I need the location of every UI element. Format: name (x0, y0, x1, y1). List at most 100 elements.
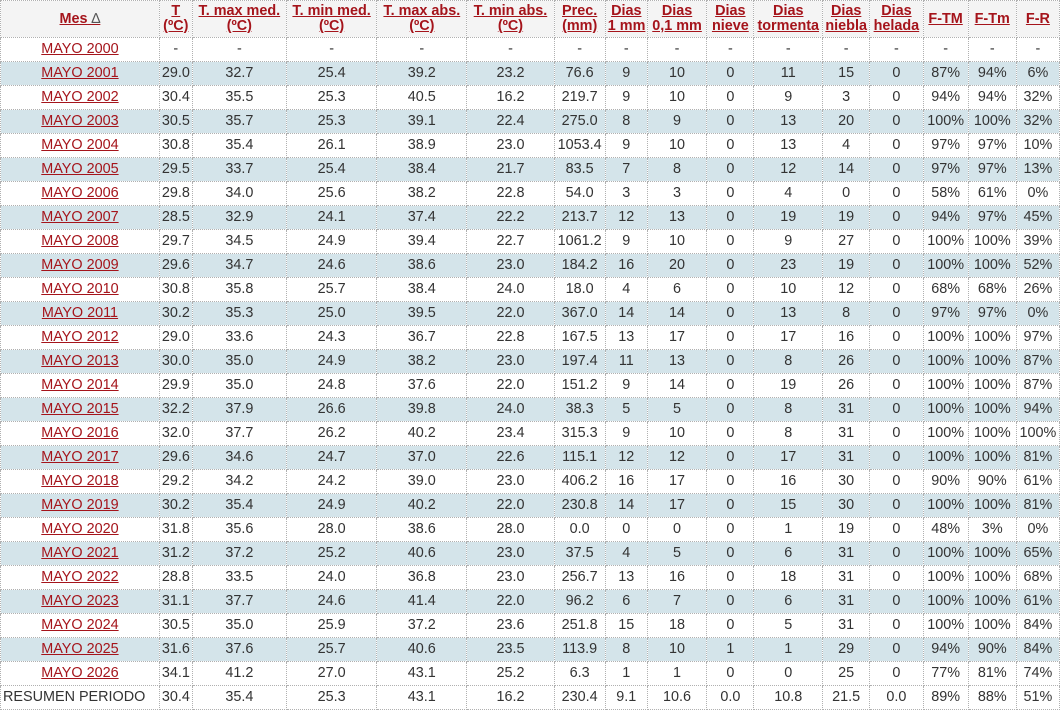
cell-ftm: 100% (922, 445, 969, 470)
cell-prec: 113.9 (553, 637, 606, 662)
month-link[interactable]: MAYO 2007 (41, 209, 119, 225)
cell-tmaxmed: - (191, 37, 288, 62)
cell-fr: 100% (1015, 421, 1061, 446)
month-link[interactable]: MAYO 2013 (41, 353, 119, 369)
cell-ftm: 100% (922, 229, 969, 254)
month-link[interactable]: MAYO 2014 (41, 377, 119, 393)
column-header-dniebla[interactable]: Dias niebla (822, 0, 871, 38)
cell-fr: 94% (1015, 397, 1061, 422)
month-cell: MAYO 2000 (0, 37, 160, 62)
month-link[interactable]: MAYO 2021 (41, 545, 119, 561)
cell-prec: 256.7 (553, 565, 606, 590)
cell-d01mm: 17 (646, 469, 708, 494)
month-link[interactable]: MAYO 2011 (41, 305, 119, 321)
month-link[interactable]: MAYO 2026 (41, 665, 119, 681)
column-header-tminabs[interactable]: T. min abs. (ºC) (466, 0, 555, 38)
summary-dhelada: 0.0 (869, 685, 924, 710)
cell-t: 31.6 (158, 637, 193, 662)
column-header-dnieve[interactable]: Dias nieve (706, 0, 755, 38)
month-link[interactable]: MAYO 2005 (41, 161, 119, 177)
month-link[interactable]: MAYO 2018 (41, 473, 119, 489)
summary-ftm: 89% (922, 685, 969, 710)
cell-dhelada: 0 (869, 61, 924, 86)
cell-dhelada: 0 (869, 85, 924, 110)
column-header-tmaxabs[interactable]: T. max abs. (ºC) (376, 0, 468, 38)
cell-t: 31.8 (158, 517, 193, 542)
cell-tminmed: 24.0 (285, 565, 378, 590)
column-header-prec[interactable]: Prec. (mm) (553, 0, 606, 38)
month-link[interactable]: MAYO 2016 (41, 425, 119, 441)
cell-ftm: 97% (922, 157, 969, 182)
cell-t: 30.2 (158, 493, 193, 518)
cell-ftm: 100% (922, 325, 969, 350)
cell-tmaxmed: 35.7 (191, 109, 288, 134)
column-header-dtormenta[interactable]: Dias tormenta (753, 0, 824, 38)
month-link[interactable]: MAYO 2024 (41, 617, 119, 633)
month-cell: MAYO 2017 (0, 445, 160, 470)
table-row: MAYO 2007 28.5 32.9 24.1 37.4 22.2 213.7 12 13 0 1… (0, 205, 1061, 230)
column-header-d1mm[interactable]: Dias 1 mm (604, 0, 648, 38)
cell-tminmed: 27.0 (285, 661, 378, 686)
month-link[interactable]: MAYO 2010 (41, 281, 119, 297)
cell-prec: 315.3 (553, 421, 606, 446)
month-link[interactable]: MAYO 2003 (41, 113, 119, 129)
cell-dtormenta: 23 (753, 253, 824, 278)
month-link[interactable]: MAYO 2004 (41, 137, 119, 153)
cell-dtormenta: 1 (753, 637, 824, 662)
cell-fr: 45% (1015, 205, 1061, 230)
cell-fr: 6% (1015, 61, 1061, 86)
cell-dnieve: 0 (706, 109, 755, 134)
cell-prec: 184.2 (553, 253, 606, 278)
cell-dhelada: 0 (869, 253, 924, 278)
table-row: MAYO 2016 32.0 37.7 26.2 40.2 23.4 315.3 9 10 0 8 3… (0, 421, 1061, 446)
cell-ftm: - (922, 37, 969, 62)
column-header-d01mm[interactable]: Dias 0,1 mm (646, 0, 708, 38)
month-link[interactable]: MAYO 2012 (41, 329, 119, 345)
column-header-ftm[interactable]: F-TM (922, 0, 969, 38)
month-cell: MAYO 2005 (0, 157, 160, 182)
column-header-dhelada[interactable]: Dias helada (869, 0, 924, 38)
cell-prec: 151.2 (553, 373, 606, 398)
month-link[interactable]: MAYO 2000 (41, 41, 119, 57)
cell-tminmed: 24.1 (285, 205, 378, 230)
cell-dtormenta: 17 (753, 325, 824, 350)
column-header-tmaxmed[interactable]: T. max med. (ºC) (191, 0, 288, 38)
month-link[interactable]: MAYO 2025 (41, 641, 119, 657)
summary-prec: 230.4 (553, 685, 606, 710)
month-link[interactable]: MAYO 2020 (41, 521, 119, 537)
cell-tminabs: 22.0 (466, 493, 555, 518)
column-header-ftm2[interactable]: F-Tm (967, 0, 1017, 38)
cell-tminabs: 22.0 (466, 301, 555, 326)
cell-fr: 84% (1015, 637, 1061, 662)
month-link[interactable]: MAYO 2015 (41, 401, 119, 417)
month-link[interactable]: MAYO 2001 (41, 65, 119, 81)
cell-fr: 0% (1015, 181, 1061, 206)
cell-tminmed: 24.9 (285, 493, 378, 518)
cell-t: 30.8 (158, 277, 193, 302)
month-link[interactable]: MAYO 2006 (41, 185, 119, 201)
month-link[interactable]: MAYO 2008 (41, 233, 119, 249)
cell-ftm: 97% (922, 301, 969, 326)
column-header-t[interactable]: T (ºC) (158, 0, 193, 38)
cell-tmaxabs: 37.4 (376, 205, 468, 230)
column-header-fr[interactable]: F-R (1015, 0, 1061, 38)
cell-dhelada: - (869, 37, 924, 62)
cell-d01mm: - (646, 37, 708, 62)
cell-d1mm: 9 (604, 373, 648, 398)
cell-dniebla: 19 (822, 517, 871, 542)
month-cell: MAYO 2012 (0, 325, 160, 350)
month-link[interactable]: MAYO 2017 (41, 449, 119, 465)
month-link[interactable]: MAYO 2009 (41, 257, 119, 273)
cell-t: 31.1 (158, 589, 193, 614)
cell-dniebla: 4 (822, 133, 871, 158)
month-link[interactable]: MAYO 2023 (41, 593, 119, 609)
month-link[interactable]: MAYO 2019 (41, 497, 119, 513)
cell-ftm: 100% (922, 589, 969, 614)
column-header-tminmed[interactable]: T. min med. (ºC) (285, 0, 378, 38)
month-link[interactable]: MAYO 2002 (41, 89, 119, 105)
month-link[interactable]: MAYO 2022 (41, 569, 119, 585)
column-header-mes[interactable]: Mes ∆ (0, 0, 160, 38)
cell-ftm: 100% (922, 349, 969, 374)
table-row: MAYO 2022 28.8 33.5 24.0 36.8 23.0 256.7 13 16 0 1… (0, 565, 1061, 590)
cell-ftm2: 81% (967, 661, 1017, 686)
